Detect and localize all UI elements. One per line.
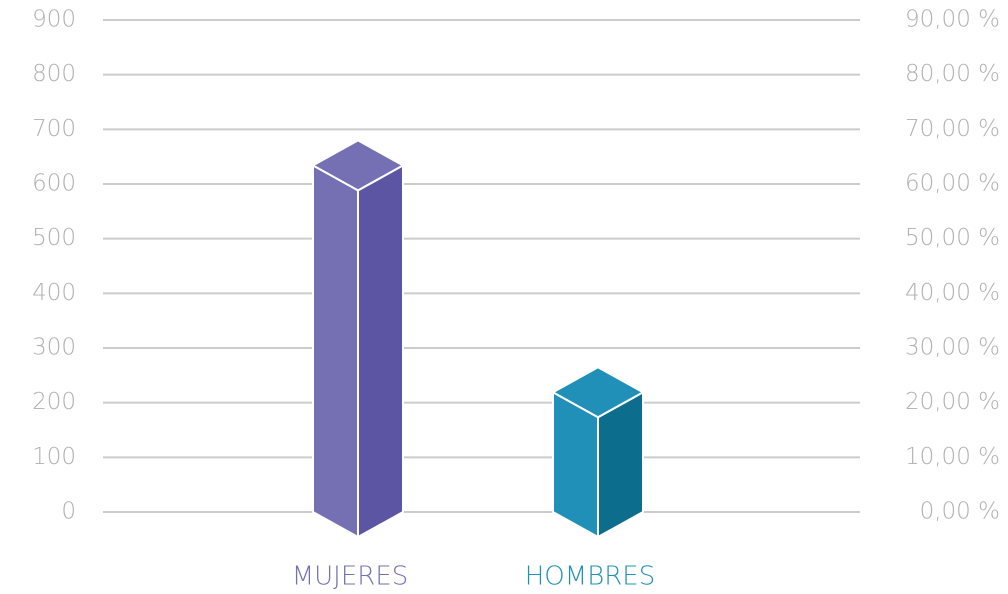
y-tick-label: 500 [32,225,76,251]
y-tick-label: 200 [32,389,76,415]
y-tick-label: 100 [32,444,76,470]
bar-left-face [312,164,359,538]
y-tick-label: 900 [32,7,76,33]
bar-top-face [312,139,404,192]
y2-tick-label: 30,00 % [905,335,1000,361]
x-tick-label: MUJERES [292,562,409,592]
y2-tick-label: 0,00 % [920,499,1000,525]
y2-tick-label: 40,00 % [905,280,1000,306]
y2-tick-label: 20,00 % [905,389,1000,415]
y2-tick-label: 60,00 % [905,171,1000,197]
bar [552,366,644,538]
y-tick-label: 800 [32,61,76,87]
y2-tick-label: 70,00 % [905,116,1000,142]
x-tick-label: HOMBRES [525,562,655,592]
bar-top-face [552,366,644,419]
y2-tick-label: 50,00 % [905,225,1000,251]
y-tick-label: 700 [32,116,76,142]
y-tick-label: 0 [61,499,76,525]
y2-tick-label: 10,00 % [905,444,1000,470]
y-tick-label: 300 [32,335,76,361]
y2-tick-label: 90,00 % [905,7,1000,33]
y-tick-label: 400 [32,280,76,306]
bar [312,139,404,538]
y-tick-label: 600 [32,171,76,197]
y2-tick-label: 80,00 % [905,61,1000,87]
bar-right-face [357,164,404,538]
